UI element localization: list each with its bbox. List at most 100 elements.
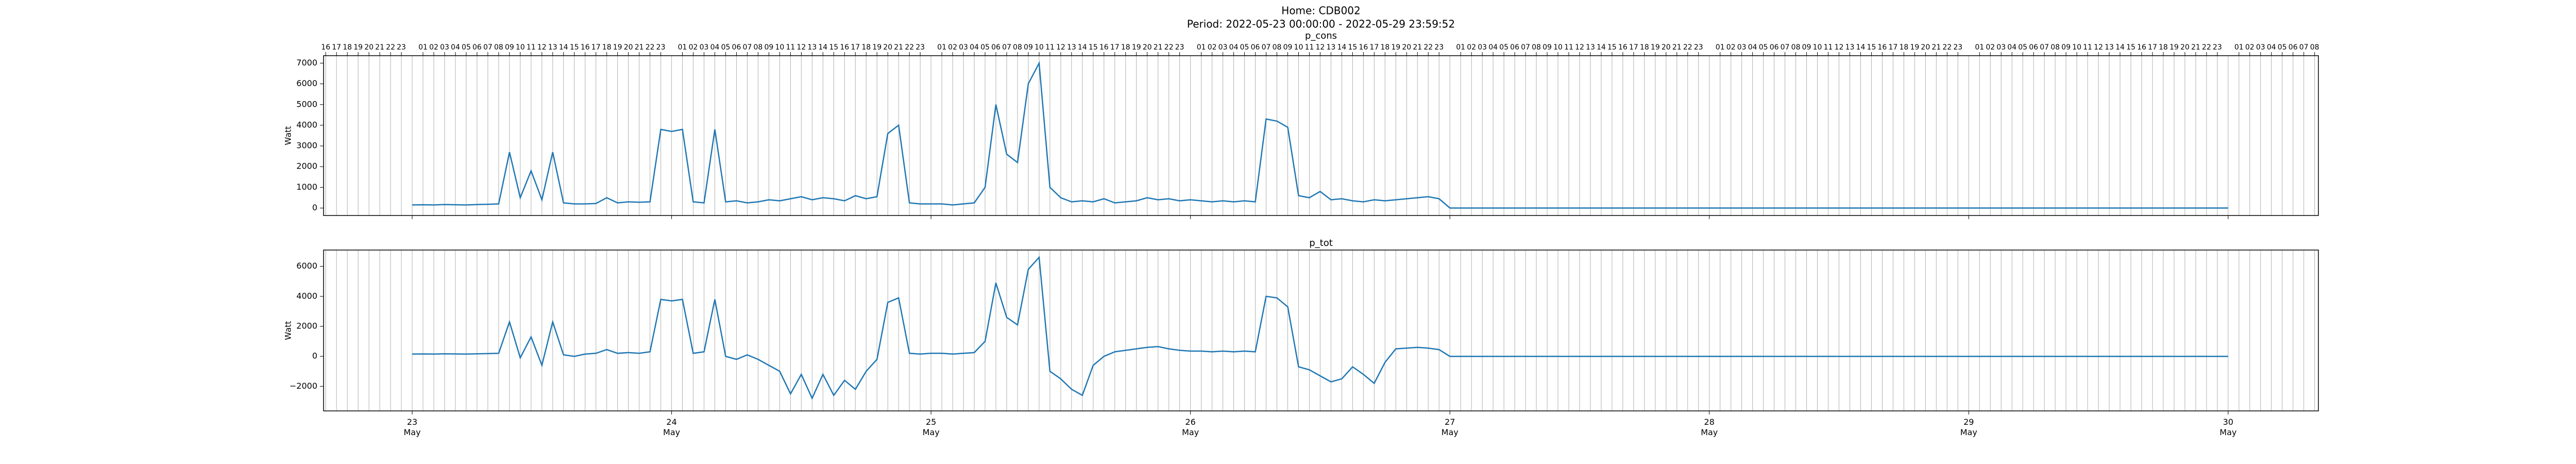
x-top-tick-label: 18 [343,43,352,52]
x-top-tick-label: 12 [1316,43,1325,52]
x-top-tick-label: 22 [1423,43,1433,52]
x-top-tick-label: 05 [1759,43,1768,52]
x-top-tick-label: 22 [2202,43,2211,52]
x-top-tick-label: 14 [2115,43,2125,52]
x-top-tick-label: 03 [1218,43,1228,52]
x-top-tick-label: 22 [386,43,395,52]
x-top-tick-label: 14 [559,43,568,52]
x-top-tick-label: 08 [1273,43,1282,52]
x-top-tick-label: 01 [1197,43,1206,52]
x-top-tick-label: 05 [2278,43,2287,52]
x-top-tick-label: 09 [1802,43,1811,52]
x-tick-label: 28 May [1701,417,1718,437]
x-top-tick-label: 07 [1262,43,1271,52]
x-top-tick-label: 22 [1942,43,1952,52]
x-top-tick-label: 23 [397,43,406,52]
x-top-tick-label: 15 [1089,43,1098,52]
x-top-tick-label: 15 [1607,43,1617,52]
x-top-tick-label: 21 [1413,43,1422,52]
x-tick-label: 29 May [1960,417,1977,437]
x-top-tick-label: 20 [1921,43,1930,52]
x-top-tick-label: 04 [1229,43,1239,52]
x-top-tick-label: 13 [1586,43,1595,52]
x-top-tick-label: 23 [1953,43,1962,52]
x-top-tick-label: 06 [732,43,741,52]
x-top-tick-label: 17 [1369,43,1379,52]
y-tick-label: 0 [312,351,317,361]
x-top-tick-label: 20 [364,43,374,52]
y-tick-label: −2000 [290,381,317,391]
x-tick-label: 23 May [404,417,421,437]
x-top-tick-label: 03 [1478,43,1487,52]
x-top-tick-label: 08 [494,43,503,52]
x-top-tick-label: 19 [613,43,622,52]
x-top-tick-label: 21 [635,43,644,52]
x-top-tick-label: 12 [1575,43,1584,52]
x-tick-label: 30 May [2219,417,2236,437]
x-top-tick-label: 01 [937,43,946,52]
x-top-tick-label: 21 [1672,43,1682,52]
x-top-tick-label: 05 [1240,43,1249,52]
x-top-tick-label: 07 [1002,43,1011,52]
x-top-tick-label: 20 [1143,43,1152,52]
x-top-tick-label: 09 [764,43,773,52]
x-top-tick-label: 19 [872,43,882,52]
y-tick-label: 2000 [296,161,317,171]
x-top-tick-label: 11 [2083,43,2092,52]
y-tick-label: 1000 [296,182,317,192]
x-top-tick-label: 04 [2007,43,2016,52]
x-top-tick-label: 20 [883,43,892,52]
y-tick-label: 6000 [296,261,317,271]
axes-frame [323,250,2319,411]
x-top-tick-label: 02 [1467,43,1476,52]
x-top-tick-label: 08 [754,43,763,52]
figure-title: Home: CDB002 [1281,5,1360,17]
x-top-tick-label: 18 [2159,43,2168,52]
x-top-tick-label: 21 [2191,43,2200,52]
x-top-tick-label: 23 [1694,43,1703,52]
x-top-tick-label: 19 [1391,43,1400,52]
x-top-tick-label: 04 [710,43,720,52]
x-top-tick-label: 13 [1845,43,1855,52]
y-tick-label: 0 [312,203,317,212]
x-top-tick-label: 07 [483,43,493,52]
x-top-tick-label: 06 [2289,43,2298,52]
x-top-tick-label: 16 [1359,43,1368,52]
x-top-tick-label: 07 [743,43,752,52]
x-top-tick-label: 10 [1553,43,1563,52]
x-top-tick-label: 01 [2234,43,2244,52]
x-top-tick-label: 03 [1737,43,1747,52]
x-top-tick-label: 22 [1164,43,1174,52]
x-top-tick-label: 06 [1770,43,1779,52]
x-top-tick-label: 10 [2072,43,2081,52]
x-top-tick-label: 13 [548,43,557,52]
x-top-tick-label: 10 [775,43,784,52]
x-top-tick-label: 07 [1781,43,1790,52]
x-top-tick-label: 15 [1348,43,1357,52]
x-top-tick-label: 18 [1640,43,1649,52]
x-top-tick-label: 09 [1283,43,1293,52]
x-top-tick-label: 08 [1532,43,1541,52]
x-top-tick-label: 11 [1045,43,1055,52]
x-tick-label: 25 May [923,417,940,437]
x-top-tick-label: 02 [1726,43,1736,52]
x-top-tick-label: 03 [2256,43,2265,52]
x-top-tick-label: 13 [807,43,817,52]
x-top-tick-label: 08 [2050,43,2060,52]
x-top-tick-label: 20 [1402,43,1411,52]
x-top-tick-label: 06 [2029,43,2038,52]
x-top-tick-label: 18 [861,43,871,52]
x-top-tick-label: 20 [1662,43,1671,52]
x-top-tick-label: 02 [948,43,957,52]
x-top-tick-label: 13 [1326,43,1335,52]
x-top-tick-label: 20 [2180,43,2190,52]
x-top-tick-label: 02 [1986,43,1995,52]
x-top-tick-label: 03 [700,43,709,52]
x-top-tick-label: 11 [1305,43,1314,52]
x-top-tick-label: 11 [1564,43,1573,52]
x-top-tick-label: 14 [1856,43,1866,52]
x-tick-label: 27 May [1442,417,1459,437]
y-tick-label: 7000 [296,58,317,68]
x-top-tick-label: 10 [1813,43,1822,52]
x-top-tick-label: 11 [527,43,536,52]
